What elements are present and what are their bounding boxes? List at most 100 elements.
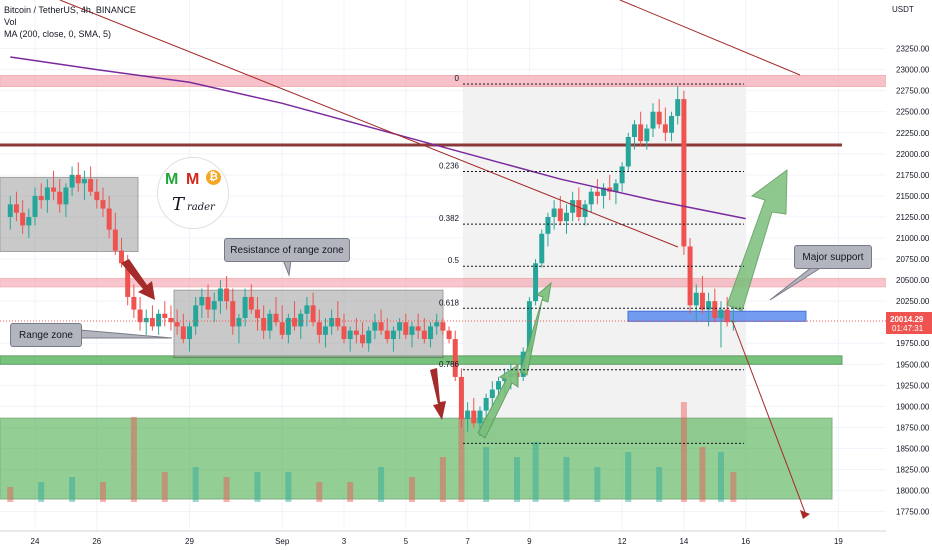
candle-body-12 — [81, 179, 87, 184]
top-resistance-zone — [0, 75, 887, 87]
candle-body-4 — [32, 195, 38, 217]
volume-bar-19 — [563, 457, 570, 502]
volume-bar-13 — [408, 477, 415, 502]
candle-body-19 — [125, 263, 131, 297]
candle-body-107 — [669, 115, 675, 133]
volume-bar-7 — [223, 477, 230, 502]
candle-body-77 — [483, 397, 489, 411]
time-tick-4: 3 — [342, 537, 347, 546]
candle-body-92 — [576, 200, 582, 217]
volume-bar-6 — [192, 467, 199, 502]
candle-body-7 — [51, 187, 57, 192]
logo-letter-m1: M — [165, 171, 179, 188]
price-tick-12: 21000.00 — [896, 234, 930, 243]
volume-bar-26 — [730, 472, 737, 502]
down-arrow-1 — [121, 259, 155, 300]
candle-body-31 — [199, 296, 205, 306]
countdown-text: 01:47:31 — [892, 324, 924, 333]
time-tick-5: 5 — [404, 537, 409, 546]
candle-body-103 — [644, 128, 650, 142]
candle-body-117 — [730, 321, 736, 323]
candle-body-38 — [242, 296, 248, 318]
candle-body-14 — [94, 191, 100, 201]
major-support-callout: Major support — [794, 245, 872, 269]
candle-body-40 — [254, 309, 260, 318]
candle-body-1 — [13, 204, 19, 213]
logo-letter-t: T — [172, 194, 185, 215]
candle-body-58 — [366, 330, 372, 344]
candle-body-28 — [180, 326, 186, 340]
candle-body-41 — [261, 317, 267, 331]
price-tick-15: 21750.00 — [896, 171, 930, 180]
candle-body-22 — [143, 317, 149, 323]
price-tick-4: 18750.00 — [896, 423, 930, 432]
volume-bar-5 — [161, 472, 168, 502]
time-tick-10: 16 — [741, 537, 750, 546]
price-tick-5: 19000.00 — [896, 402, 930, 411]
mmb-trader-logo: M M ₿ T rader — [157, 157, 229, 229]
candle-body-21 — [137, 309, 143, 323]
candle-body-98 — [613, 183, 619, 192]
candle-body-24 — [156, 313, 162, 327]
candle-body-71 — [446, 330, 452, 340]
candle-body-64 — [403, 322, 409, 335]
price-tick-11: 20750.00 — [896, 255, 930, 264]
candle-body-45 — [285, 317, 291, 335]
price-axis-bg — [886, 0, 932, 550]
projection-line-down — [731, 319, 807, 516]
candle-body-52 — [329, 317, 335, 327]
price-tick-18: 22500.00 — [896, 108, 930, 117]
candle-body-34 — [217, 288, 223, 302]
candle-body-66 — [415, 326, 421, 331]
candle-body-112 — [699, 292, 705, 310]
fib-label-3: 0.5 — [448, 256, 460, 265]
current-price-text: 20014.29 — [890, 315, 924, 324]
candle-body-35 — [224, 288, 230, 302]
candle-body-62 — [390, 330, 396, 340]
candle-body-79 — [496, 381, 501, 390]
candle-body-75 — [471, 410, 477, 424]
candle-body-93 — [582, 204, 588, 217]
range-resistance-band — [0, 277, 887, 288]
candle-body-88 — [551, 208, 557, 217]
demand-zone — [0, 417, 833, 500]
candle-body-2 — [20, 212, 26, 226]
price-tick-0: 17750.00 — [896, 508, 930, 517]
up-arrow-1 — [477, 364, 519, 439]
price-axis-currency: USDT — [892, 5, 914, 14]
volume-bar-2 — [69, 477, 76, 502]
volume-bar-3 — [99, 482, 106, 502]
downtrend-line-2 — [619, 0, 801, 76]
candle-body-101 — [631, 124, 637, 137]
candle-body-49 — [310, 305, 316, 323]
candle-body-91 — [570, 200, 576, 213]
current-price-badge — [886, 312, 932, 334]
candle-body-74 — [465, 410, 471, 420]
price-tick-10: 20500.00 — [896, 276, 930, 285]
volume-bar-23 — [680, 402, 687, 502]
projection-arrow-head — [800, 510, 810, 519]
time-tick-11: 19 — [834, 537, 843, 546]
candle-body-90 — [563, 212, 569, 222]
time-tick-0: 24 — [31, 537, 40, 546]
candle-body-11 — [75, 174, 81, 184]
candle-body-27 — [174, 322, 180, 327]
price-tick-17: 22250.00 — [896, 129, 930, 138]
time-tick-1: 26 — [92, 537, 101, 546]
price-tick-1: 18000.00 — [896, 487, 930, 496]
candle-body-54 — [341, 326, 347, 340]
candle-body-56 — [353, 330, 359, 335]
candle-body-48 — [304, 305, 310, 314]
candle-body-3 — [26, 216, 32, 226]
candle-body-57 — [360, 334, 366, 344]
volume-bar-17 — [514, 457, 521, 502]
candle-body-69 — [434, 322, 440, 327]
candle-body-110 — [687, 246, 693, 306]
fib-label-2: 0.382 — [439, 214, 460, 223]
candle-body-26 — [168, 317, 174, 323]
price-tick-20: 23000.00 — [896, 66, 930, 75]
candle-body-20 — [131, 296, 137, 310]
candle-body-17 — [112, 229, 118, 251]
candle-body-46 — [292, 317, 298, 327]
